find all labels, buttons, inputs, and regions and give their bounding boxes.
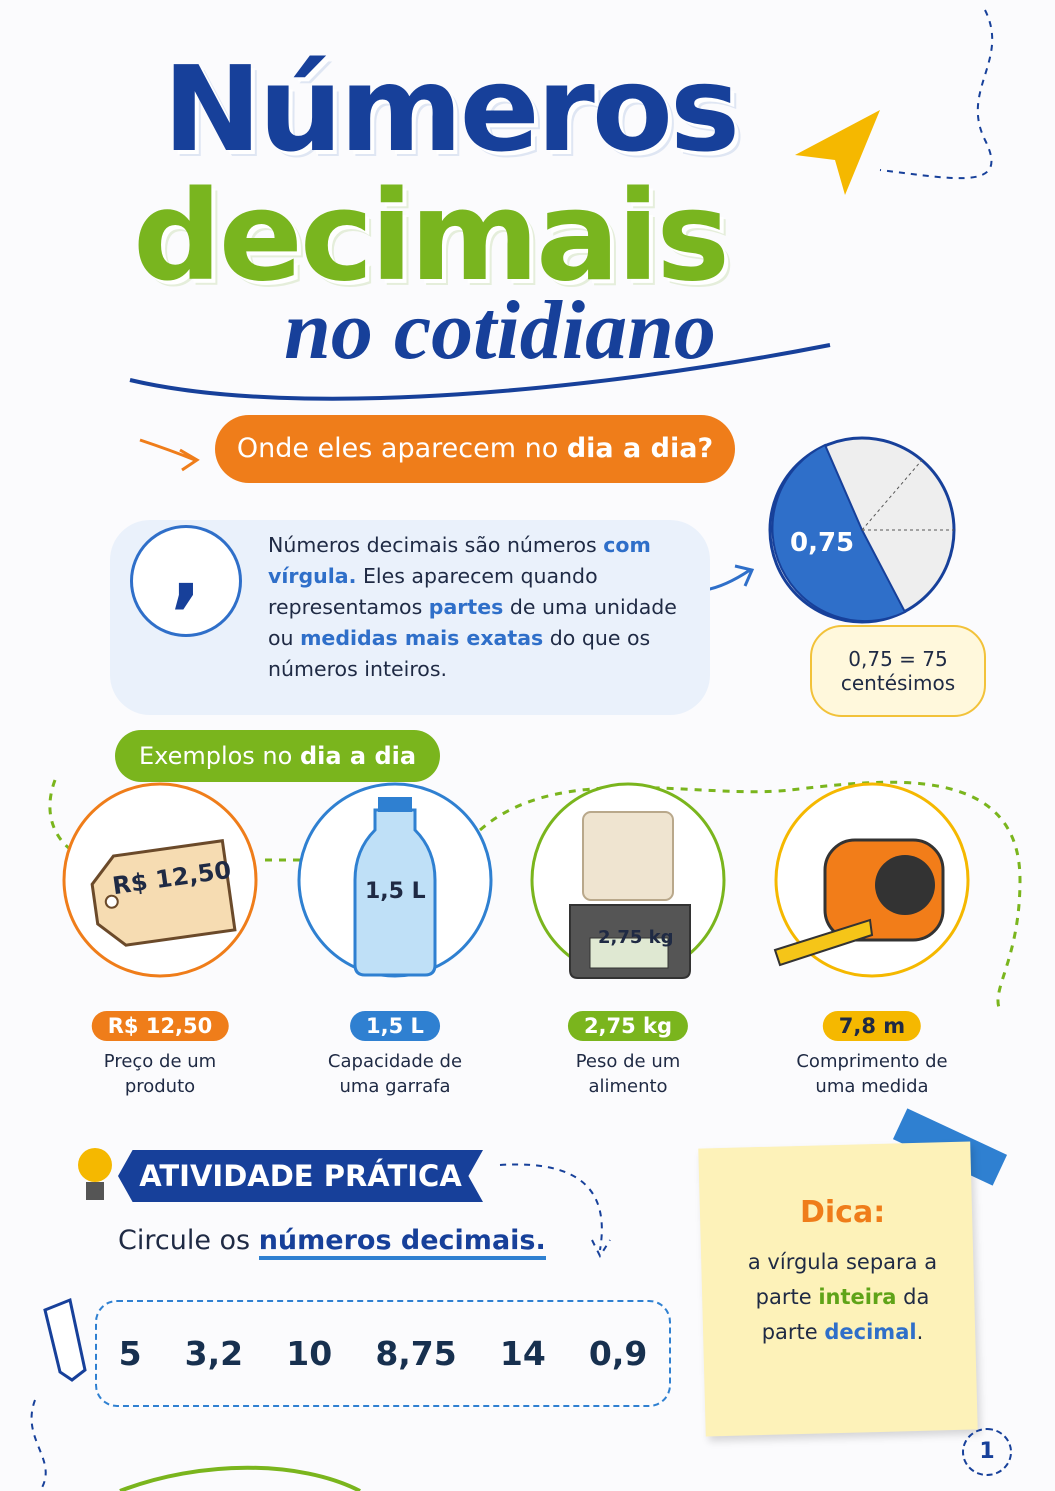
- number-option: 3,2: [184, 1334, 244, 1373]
- value-badge: 2,75 kg: [567, 1011, 689, 1041]
- text-part: Eles aparecem quando representamos: [268, 564, 598, 619]
- example-description: Comprimento de uma medida: [796, 1051, 948, 1097]
- number-option: 5: [118, 1334, 142, 1373]
- number-option: 8,75: [375, 1334, 457, 1373]
- text-part: a vírgula separa a parte: [747, 1250, 938, 1309]
- tip-text: a vírgula separa a parte inteira da part…: [735, 1245, 950, 1350]
- example-description: Preço de um produto: [103, 1051, 217, 1097]
- text-part: números decimais.: [258, 1225, 546, 1260]
- title-line: Números: [162, 40, 740, 178]
- image-label: 1,5 L: [365, 879, 426, 904]
- examples-heading: Exemplos no dia a dia: [115, 730, 440, 782]
- value-badge: 1,5 L: [350, 1011, 440, 1041]
- note-text: 0,75 = 75 centésimos: [840, 647, 956, 695]
- question-bubble: Onde eles aparecem no dia a dia?: [215, 415, 735, 483]
- number-option: 0,9: [588, 1334, 648, 1373]
- value-badge: 7,8 m: [822, 1011, 922, 1041]
- text-part: Exemplos no: [138, 742, 300, 770]
- text-part: partes: [428, 595, 504, 619]
- number-option: 10: [286, 1334, 333, 1373]
- page-number: 1: [962, 1428, 1012, 1476]
- text-part: Onde eles aparecem no: [236, 433, 567, 464]
- text-part: do que os números inteiros.: [268, 626, 651, 681]
- text-part: dia a dia?: [566, 433, 714, 464]
- comma-icon: ,: [130, 525, 242, 637]
- text-part: Números decimais são números: [268, 533, 604, 557]
- example-description: Capacidade de uma garrafa: [327, 1051, 463, 1097]
- text-part: medidas mais exatas: [300, 626, 544, 650]
- image-label: 2,75 kg: [598, 927, 674, 948]
- example-description: Peso de um alimento: [575, 1051, 681, 1097]
- number-box: 5 3,2 10 8,75 14 0,9: [95, 1300, 671, 1407]
- instruction: Circule os números decimais.: [118, 1225, 548, 1260]
- title-line: decimais: [132, 165, 730, 309]
- pie-note: 0,75 = 75 centésimos: [810, 625, 986, 717]
- text-part: de uma unidade ou: [268, 595, 677, 650]
- text-part: inteira: [818, 1285, 897, 1309]
- text-part: .: [916, 1320, 924, 1344]
- text-part: com vírgula.: [268, 533, 651, 588]
- number-option: 14: [499, 1334, 546, 1373]
- text-part: Circule os: [118, 1225, 259, 1256]
- text-part: dia a dia: [299, 742, 417, 770]
- activity-title: ATIVIDADE PRÁTICA: [118, 1150, 483, 1202]
- text-part: decimal: [824, 1320, 917, 1344]
- text-part: da parte: [761, 1285, 930, 1344]
- pie-label: 0,75: [790, 528, 855, 558]
- tip-title: Dica:: [800, 1195, 886, 1230]
- intro-text: Números decimais são números com vírgula…: [268, 530, 688, 685]
- value-badge: R$ 12,50: [91, 1011, 229, 1041]
- title-line: no cotidiano: [284, 284, 716, 377]
